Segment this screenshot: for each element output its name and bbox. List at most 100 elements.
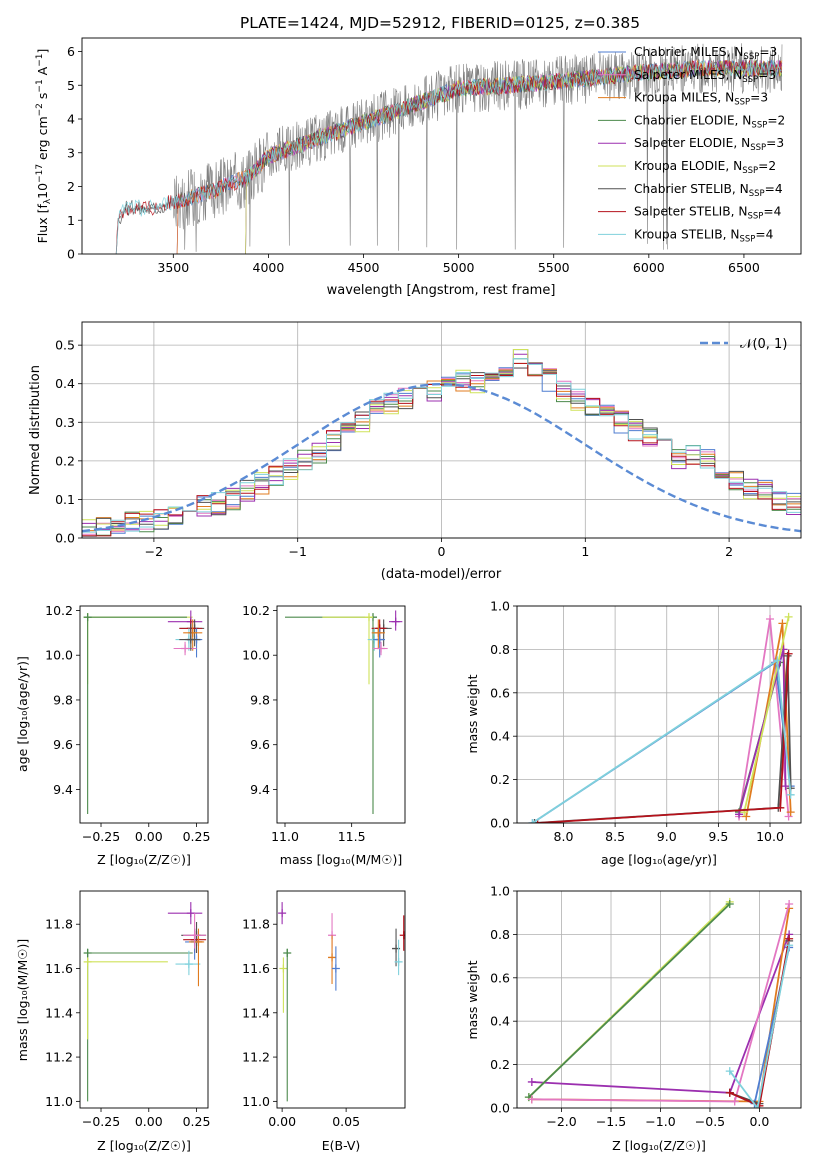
x-axis-label: age [log₁₀(age/yr)] <box>601 852 717 867</box>
series-marker <box>773 656 782 665</box>
y-tick-label: 0.8 <box>490 927 510 942</box>
series-marker <box>527 1077 536 1086</box>
y-tick-label: 10.2 <box>242 603 270 618</box>
y-tick-label: 11.0 <box>45 1094 73 1109</box>
figure-title: PLATE=1424, MJD=52912, FIBERID=0125, z=0… <box>240 14 640 32</box>
y-tick-label: 0.6 <box>490 970 510 985</box>
y-tick-label: 0.1 <box>55 492 75 507</box>
legend-label-count: =3 <box>758 68 776 82</box>
y-tick-label: 1.0 <box>490 599 510 614</box>
legend-label-count: =3 <box>766 136 784 150</box>
series-marker <box>785 900 794 909</box>
legend-label-sub: SSP <box>742 75 758 85</box>
histogram-step-kroupa-stelib <box>82 358 801 533</box>
y-axis-label-part: 10 <box>35 183 50 199</box>
axes-frame <box>276 890 406 1109</box>
y-tick-label: 0.8 <box>490 642 510 657</box>
axes-frame <box>516 890 802 1109</box>
legend-label: Kroupa STELIB, NSSP=4 <box>634 227 774 244</box>
legend-label-sub: SSP <box>749 189 765 199</box>
legend-label-name: Kroupa ELODIE, N <box>634 159 742 173</box>
legend-label-sub: SSP <box>740 234 756 244</box>
x-tick-label: 0.05 <box>332 1114 360 1129</box>
x-tick-label: 5500 <box>538 260 570 275</box>
data-point-marker <box>375 635 384 644</box>
x-tick-label: 0 <box>438 544 446 559</box>
axes-frame <box>276 605 406 824</box>
series-line-chabrier-stelib <box>534 655 792 823</box>
x-tick-label: 1 <box>581 544 589 559</box>
x-tick-label: −1 <box>288 544 306 559</box>
series-marker <box>786 790 795 799</box>
y-tick-label: 9.4 <box>250 782 270 797</box>
y-tick-label: 0.0 <box>490 1101 510 1116</box>
y-tick-label: 0.4 <box>490 729 510 744</box>
histogram-step-kroupa-elodie <box>82 349 801 526</box>
series-marker <box>766 615 775 624</box>
data-point-marker <box>181 644 190 653</box>
y-tick-label: 0.0 <box>490 816 510 831</box>
x-axis-label: Z [log₁₀(Z/Z☉)] <box>612 1138 706 1153</box>
legend-label-name: Salpeter STELIB, N <box>634 205 747 219</box>
y-tick-label: 0.3 <box>55 415 75 430</box>
x-tick-label: −2 <box>145 544 163 559</box>
y-axis-label: mass [log₁₀(M/M☉)] <box>15 939 30 1061</box>
y-tick-label: 11.8 <box>45 917 73 932</box>
y-tick-label: 0.2 <box>55 453 75 468</box>
y-tick-label: 9.8 <box>53 692 73 707</box>
y-tick-label: 11.4 <box>242 1005 270 1020</box>
data-point-marker <box>328 953 337 962</box>
data-point-marker <box>377 644 385 653</box>
axes-frame <box>79 605 209 824</box>
y-tick-label: 10.2 <box>45 603 73 618</box>
series-marker <box>530 819 539 823</box>
legend-label-count: =3 <box>759 45 777 59</box>
y-tick-label: 0.5 <box>55 338 75 353</box>
series-line-kroupa-stelib <box>532 658 792 823</box>
data-point-marker <box>83 949 92 957</box>
legend-label: Chabrier MILES, NSSP=3 <box>634 45 777 62</box>
series-marker <box>528 819 537 823</box>
data-point-marker <box>186 909 195 918</box>
plot-area <box>83 902 207 1102</box>
plot-area <box>82 349 801 537</box>
legend-label-sub: SSP <box>742 166 758 176</box>
series-marker <box>725 1088 734 1097</box>
legend-label-count: =2 <box>758 159 776 173</box>
data-point-marker <box>374 628 383 637</box>
x-tick-label: −0.25 <box>82 1114 120 1129</box>
legend-label-name: Salpeter ELODIE, N <box>634 136 750 150</box>
data-point-marker <box>365 613 373 622</box>
legend-label: 𝒩(0, 1) <box>740 337 787 352</box>
x-tick-label: 4500 <box>348 260 380 275</box>
legend-label-name: Kroupa MILES, N <box>634 91 734 105</box>
data-point-marker <box>194 937 203 946</box>
y-tick-label: 0.6 <box>490 685 510 700</box>
series-line-kroupa-stelib <box>729 945 790 1108</box>
y-tick-label: 6 <box>67 44 75 59</box>
x-tick-label: 9.5 <box>708 829 728 844</box>
y-axis-label: mass weight <box>465 674 480 753</box>
axes-frame <box>81 321 802 539</box>
normal-distribution-curve <box>82 382 801 533</box>
y-axis-label-part: −1 <box>35 79 45 92</box>
y-tick-label: 0.0 <box>55 531 75 546</box>
histogram-step-salpeter-stelib <box>82 362 801 537</box>
y-tick-label: 11.6 <box>45 961 73 976</box>
legend-label-sub: SSP <box>743 52 759 62</box>
y-tick-label: 9.6 <box>53 737 73 752</box>
legend-label-count: =4 <box>763 205 781 219</box>
y-tick-label: 10.0 <box>242 648 270 663</box>
mass-vs-ebv-chart: 0.00 0.05 11.0 11.2 11.4 11.6 11.8 E(B-V) <box>242 890 406 1153</box>
y-tick-label: 11.2 <box>45 1050 73 1065</box>
legend-label-sub: SSP <box>747 212 763 222</box>
x-tick-label: 8.5 <box>605 829 625 844</box>
spectrum-chart: 3500 4000 4500 5000 5500 6000 6500 0 1 2 3 4 5 6 wavel… <box>35 37 802 298</box>
y-axis-label: Flux [fλ10−17 erg cm−2 s−1 A−1] <box>35 49 53 244</box>
series-marker <box>778 619 787 628</box>
y-axis-label-part: s <box>35 93 50 104</box>
x-tick-label: 5000 <box>443 260 475 275</box>
y-axis-label-part: −17 <box>35 164 45 183</box>
y-tick-label: 5 <box>67 78 75 93</box>
legend-label: Chabrier ELODIE, NSSP=2 <box>634 113 785 130</box>
